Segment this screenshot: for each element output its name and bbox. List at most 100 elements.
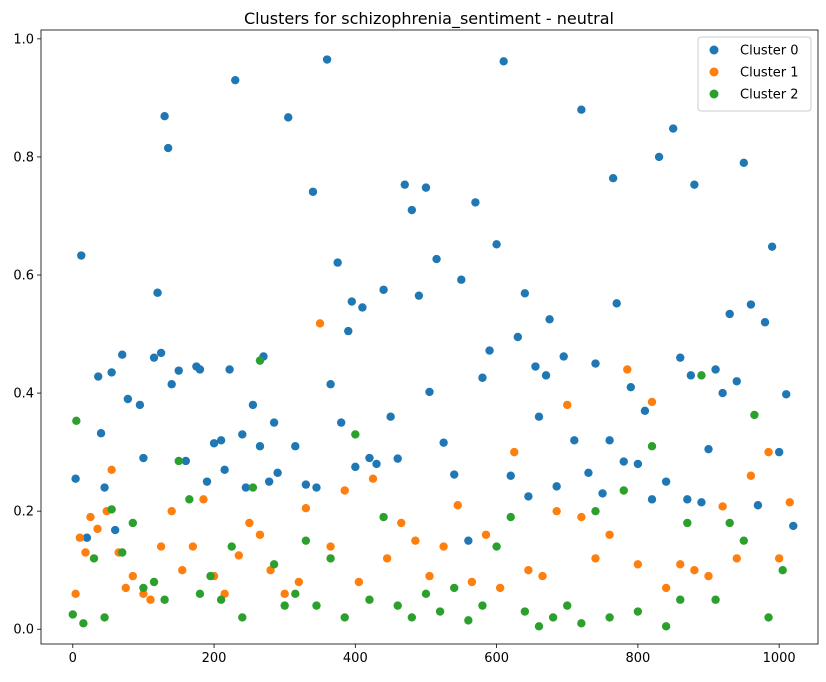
data-point xyxy=(764,613,773,622)
data-point xyxy=(139,589,148,599)
data-point xyxy=(570,436,579,445)
data-point xyxy=(495,583,505,593)
data-point xyxy=(393,601,402,610)
data-point xyxy=(118,350,127,359)
data-point xyxy=(216,436,226,445)
data-point xyxy=(647,442,657,451)
data-point xyxy=(746,471,756,480)
data-point xyxy=(619,457,628,466)
data-point xyxy=(789,521,798,531)
data-point xyxy=(471,198,480,207)
data-point xyxy=(245,518,254,528)
data-point xyxy=(481,530,491,539)
data-point xyxy=(591,359,600,368)
data-point xyxy=(464,616,473,625)
data-point xyxy=(619,486,628,495)
data-point xyxy=(478,601,487,610)
data-point xyxy=(718,502,727,511)
data-point xyxy=(167,380,176,389)
data-point xyxy=(534,412,544,421)
data-point xyxy=(767,242,777,251)
data-point xyxy=(231,75,240,85)
data-point xyxy=(464,536,473,545)
data-point xyxy=(216,595,226,604)
data-point xyxy=(149,353,159,362)
data-point xyxy=(153,288,162,297)
data-point xyxy=(121,583,130,593)
data-point xyxy=(188,542,198,551)
data-point xyxy=(238,613,247,622)
data-point xyxy=(291,589,300,599)
data-point xyxy=(365,595,374,604)
data-point xyxy=(704,571,713,581)
data-point xyxy=(393,454,402,463)
data-point xyxy=(457,275,466,284)
data-point xyxy=(492,240,501,249)
data-point xyxy=(241,483,251,492)
data-point xyxy=(432,254,441,264)
data-point xyxy=(195,589,205,599)
data-point xyxy=(368,474,378,483)
y-tick-label: 0.4 xyxy=(13,387,34,402)
data-point xyxy=(559,352,568,361)
data-point xyxy=(506,512,515,522)
data-point xyxy=(202,477,212,486)
data-point xyxy=(209,439,219,448)
data-point xyxy=(534,622,544,631)
data-point xyxy=(269,418,279,427)
data-point xyxy=(185,495,194,504)
data-point xyxy=(167,506,176,516)
data-point xyxy=(563,601,572,610)
data-point xyxy=(524,492,533,501)
data-point xyxy=(344,326,353,336)
x-tick-label: 800 xyxy=(625,651,650,666)
data-point xyxy=(139,583,148,593)
data-point xyxy=(340,613,349,622)
data-point xyxy=(156,348,166,358)
data-point xyxy=(548,613,558,622)
data-point xyxy=(301,536,311,545)
data-point xyxy=(421,183,431,192)
data-point xyxy=(725,309,734,319)
y-axis: 0.0 0.2 0.4 0.6 0.8 1.0 xyxy=(13,32,41,638)
data-point xyxy=(697,371,706,380)
data-point xyxy=(545,315,554,324)
data-point xyxy=(531,362,540,371)
data-point xyxy=(425,387,434,397)
data-point xyxy=(71,589,80,599)
data-point xyxy=(453,501,462,510)
x-tick-label: 400 xyxy=(343,651,368,666)
data-point xyxy=(333,258,342,267)
y-tick-label: 0.8 xyxy=(13,150,34,165)
data-point xyxy=(661,477,671,486)
data-point xyxy=(107,368,116,377)
data-point xyxy=(77,251,86,260)
data-point xyxy=(676,353,685,362)
data-point xyxy=(520,607,530,616)
data-point xyxy=(107,505,116,514)
legend-label: Cluster 2 xyxy=(740,88,799,103)
data-point xyxy=(411,536,420,545)
data-point xyxy=(683,518,692,528)
data-point xyxy=(234,551,243,560)
series-cluster-2 xyxy=(68,356,787,631)
data-point xyxy=(690,180,699,189)
data-point xyxy=(676,595,685,604)
data-point xyxy=(149,577,159,587)
data-point xyxy=(181,456,190,466)
data-point xyxy=(326,380,335,389)
data-point xyxy=(107,465,116,475)
data-point xyxy=(308,187,318,196)
data-point xyxy=(280,601,289,610)
data-point xyxy=(351,430,360,439)
data-point xyxy=(354,577,364,587)
data-point xyxy=(71,474,80,483)
data-point xyxy=(598,489,607,498)
data-point xyxy=(591,506,600,516)
data-point xyxy=(337,418,346,427)
data-point xyxy=(322,55,332,64)
data-point xyxy=(89,554,99,563)
data-point xyxy=(312,483,321,492)
data-point xyxy=(563,400,572,410)
data-point xyxy=(255,442,265,451)
